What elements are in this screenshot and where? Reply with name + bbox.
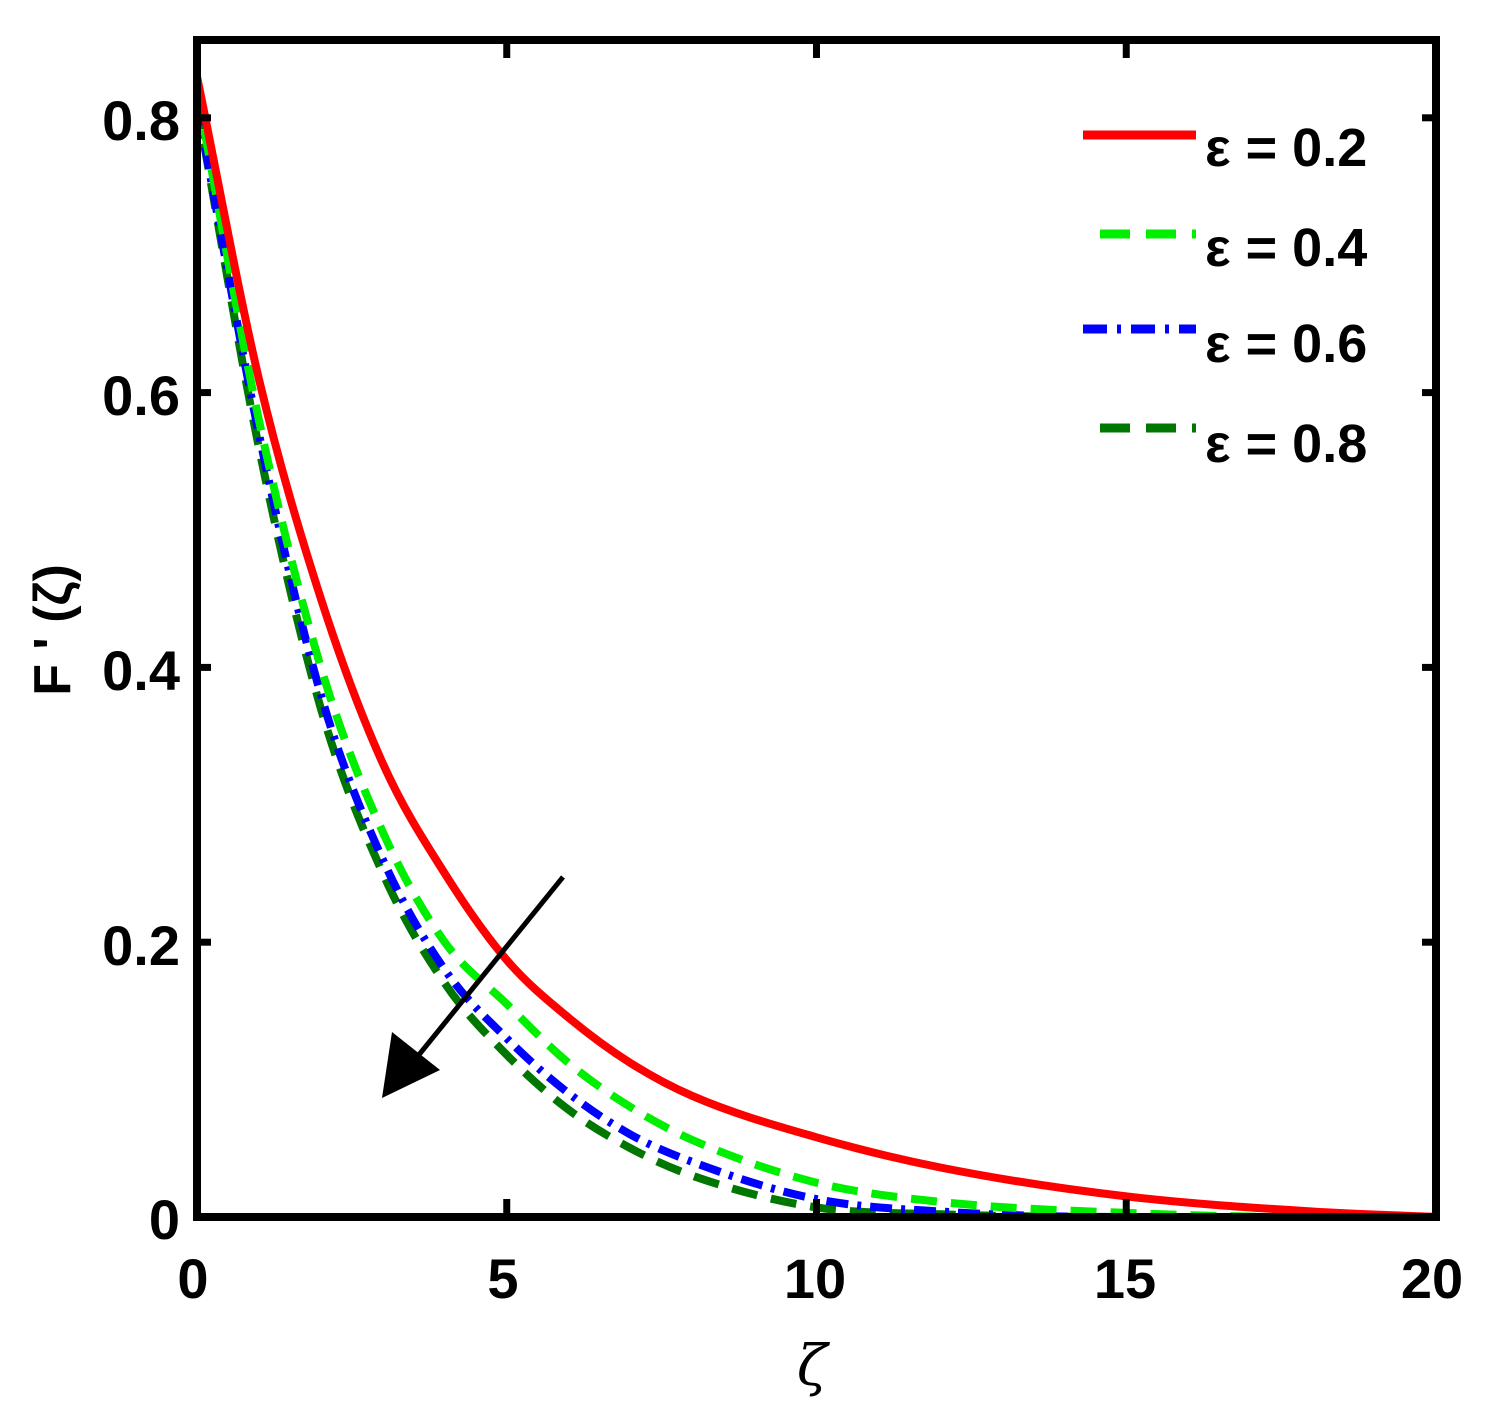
x-tick-label: 5 (487, 1247, 518, 1310)
y-axis-tick-labels: 0 0.2 0.4 0.6 0.8 (102, 89, 180, 1251)
y-tick-label: 0.4 (102, 639, 180, 702)
legend-label: ε = 0.8 (1205, 414, 1367, 474)
plot-curves (193, 75, 1437, 1222)
x-tick-label: 15 (1094, 1247, 1156, 1310)
legend: ε = 0.2 ε = 0.4 ε = 0.6 ε = 0.8 (1083, 118, 1367, 474)
x-tick-label: 0 (177, 1247, 208, 1310)
plot-frame (193, 36, 1440, 1221)
curve-08 (193, 103, 1436, 1222)
x-tick-label: 20 (1401, 1247, 1463, 1310)
curve-06 (193, 103, 1436, 1222)
legend-label: ε = 0.4 (1205, 218, 1367, 278)
y-tick-label: 0.8 (102, 89, 180, 152)
curve-02 (193, 75, 1437, 1221)
y-tick-label: 0.2 (102, 914, 180, 977)
y-tick-label: 0 (149, 1188, 180, 1251)
x-axis-tick-labels: 0 5 10 15 20 (177, 1247, 1463, 1310)
x-axis-label: ζ (797, 1334, 831, 1399)
y-axis-label: F ' (ζ) (24, 564, 82, 696)
axis-ticks (193, 40, 1440, 1221)
legend-label: ε = 0.2 (1205, 118, 1367, 178)
y-tick-label: 0.6 (102, 364, 180, 427)
legend-label: ε = 0.6 (1205, 314, 1367, 374)
x-tick-label: 10 (784, 1247, 846, 1310)
trend-arrow-icon (382, 875, 565, 1098)
curve-04 (193, 89, 1436, 1222)
